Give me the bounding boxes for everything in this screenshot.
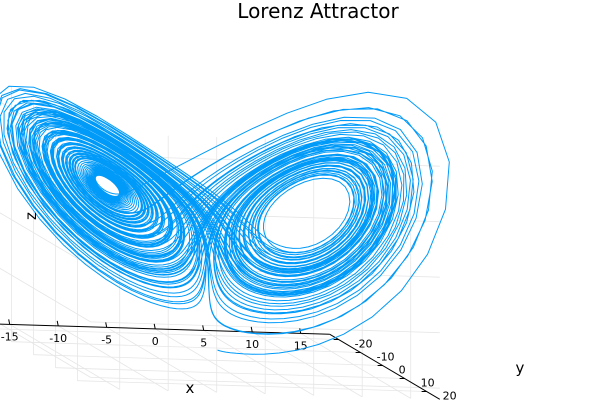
x-tick-label: 10 (245, 338, 259, 351)
x-tick-label: 0 (152, 335, 159, 348)
z-axis-label: z (22, 212, 40, 220)
chart-title: Lorenz Attractor (237, 0, 399, 23)
floor-gridline-x (57, 325, 169, 392)
x-tick-mark (250, 326, 253, 332)
y-axis-line (329, 333, 441, 400)
x-tick-label: -5 (101, 333, 112, 346)
x-tick-mark (8, 319, 11, 325)
x-tick-mark (202, 325, 205, 331)
x-tick-mark (105, 322, 108, 328)
floor-gridline-y (11, 341, 361, 353)
floor-gridline-x (106, 327, 217, 393)
x-axis-label: x (186, 379, 195, 397)
back-wall-gridline-z (90, 377, 440, 389)
side-wall-gridline-z (0, 212, 91, 267)
floor-gridline-x (9, 324, 120, 390)
y-tick-label: 10 (421, 377, 435, 390)
floor-gridline-y (77, 380, 427, 392)
floor-gridline-y (0, 328, 339, 340)
lorenz-trajectory-line (0, 85, 450, 355)
y-tick-label: -20 (355, 338, 373, 351)
side-wall-gridline-z (0, 267, 91, 323)
floor-gridline-x (203, 330, 314, 396)
x-tick-mark (153, 323, 156, 329)
y-tick-label: 0 (399, 364, 406, 377)
x-tick-label: -10 (49, 332, 67, 345)
x-tick-label: -15 (1, 330, 19, 343)
y-axis-label: y (516, 359, 525, 377)
y-tick-label: -10 (377, 351, 395, 364)
data-layer (0, 85, 450, 355)
side-wall-gridline-z (0, 323, 91, 378)
x-tick-label: 5 (200, 336, 207, 349)
floor-gridline-y (55, 367, 405, 379)
floor-gridline-x (251, 331, 363, 398)
floor-gridline-x (154, 328, 266, 395)
floor-gridline-y (33, 354, 383, 366)
x-tick-mark (56, 320, 59, 326)
y-tick-label: 20 (443, 390, 457, 400)
back-wall-gridline-z (90, 321, 440, 334)
x-tick-label: 15 (294, 339, 308, 352)
